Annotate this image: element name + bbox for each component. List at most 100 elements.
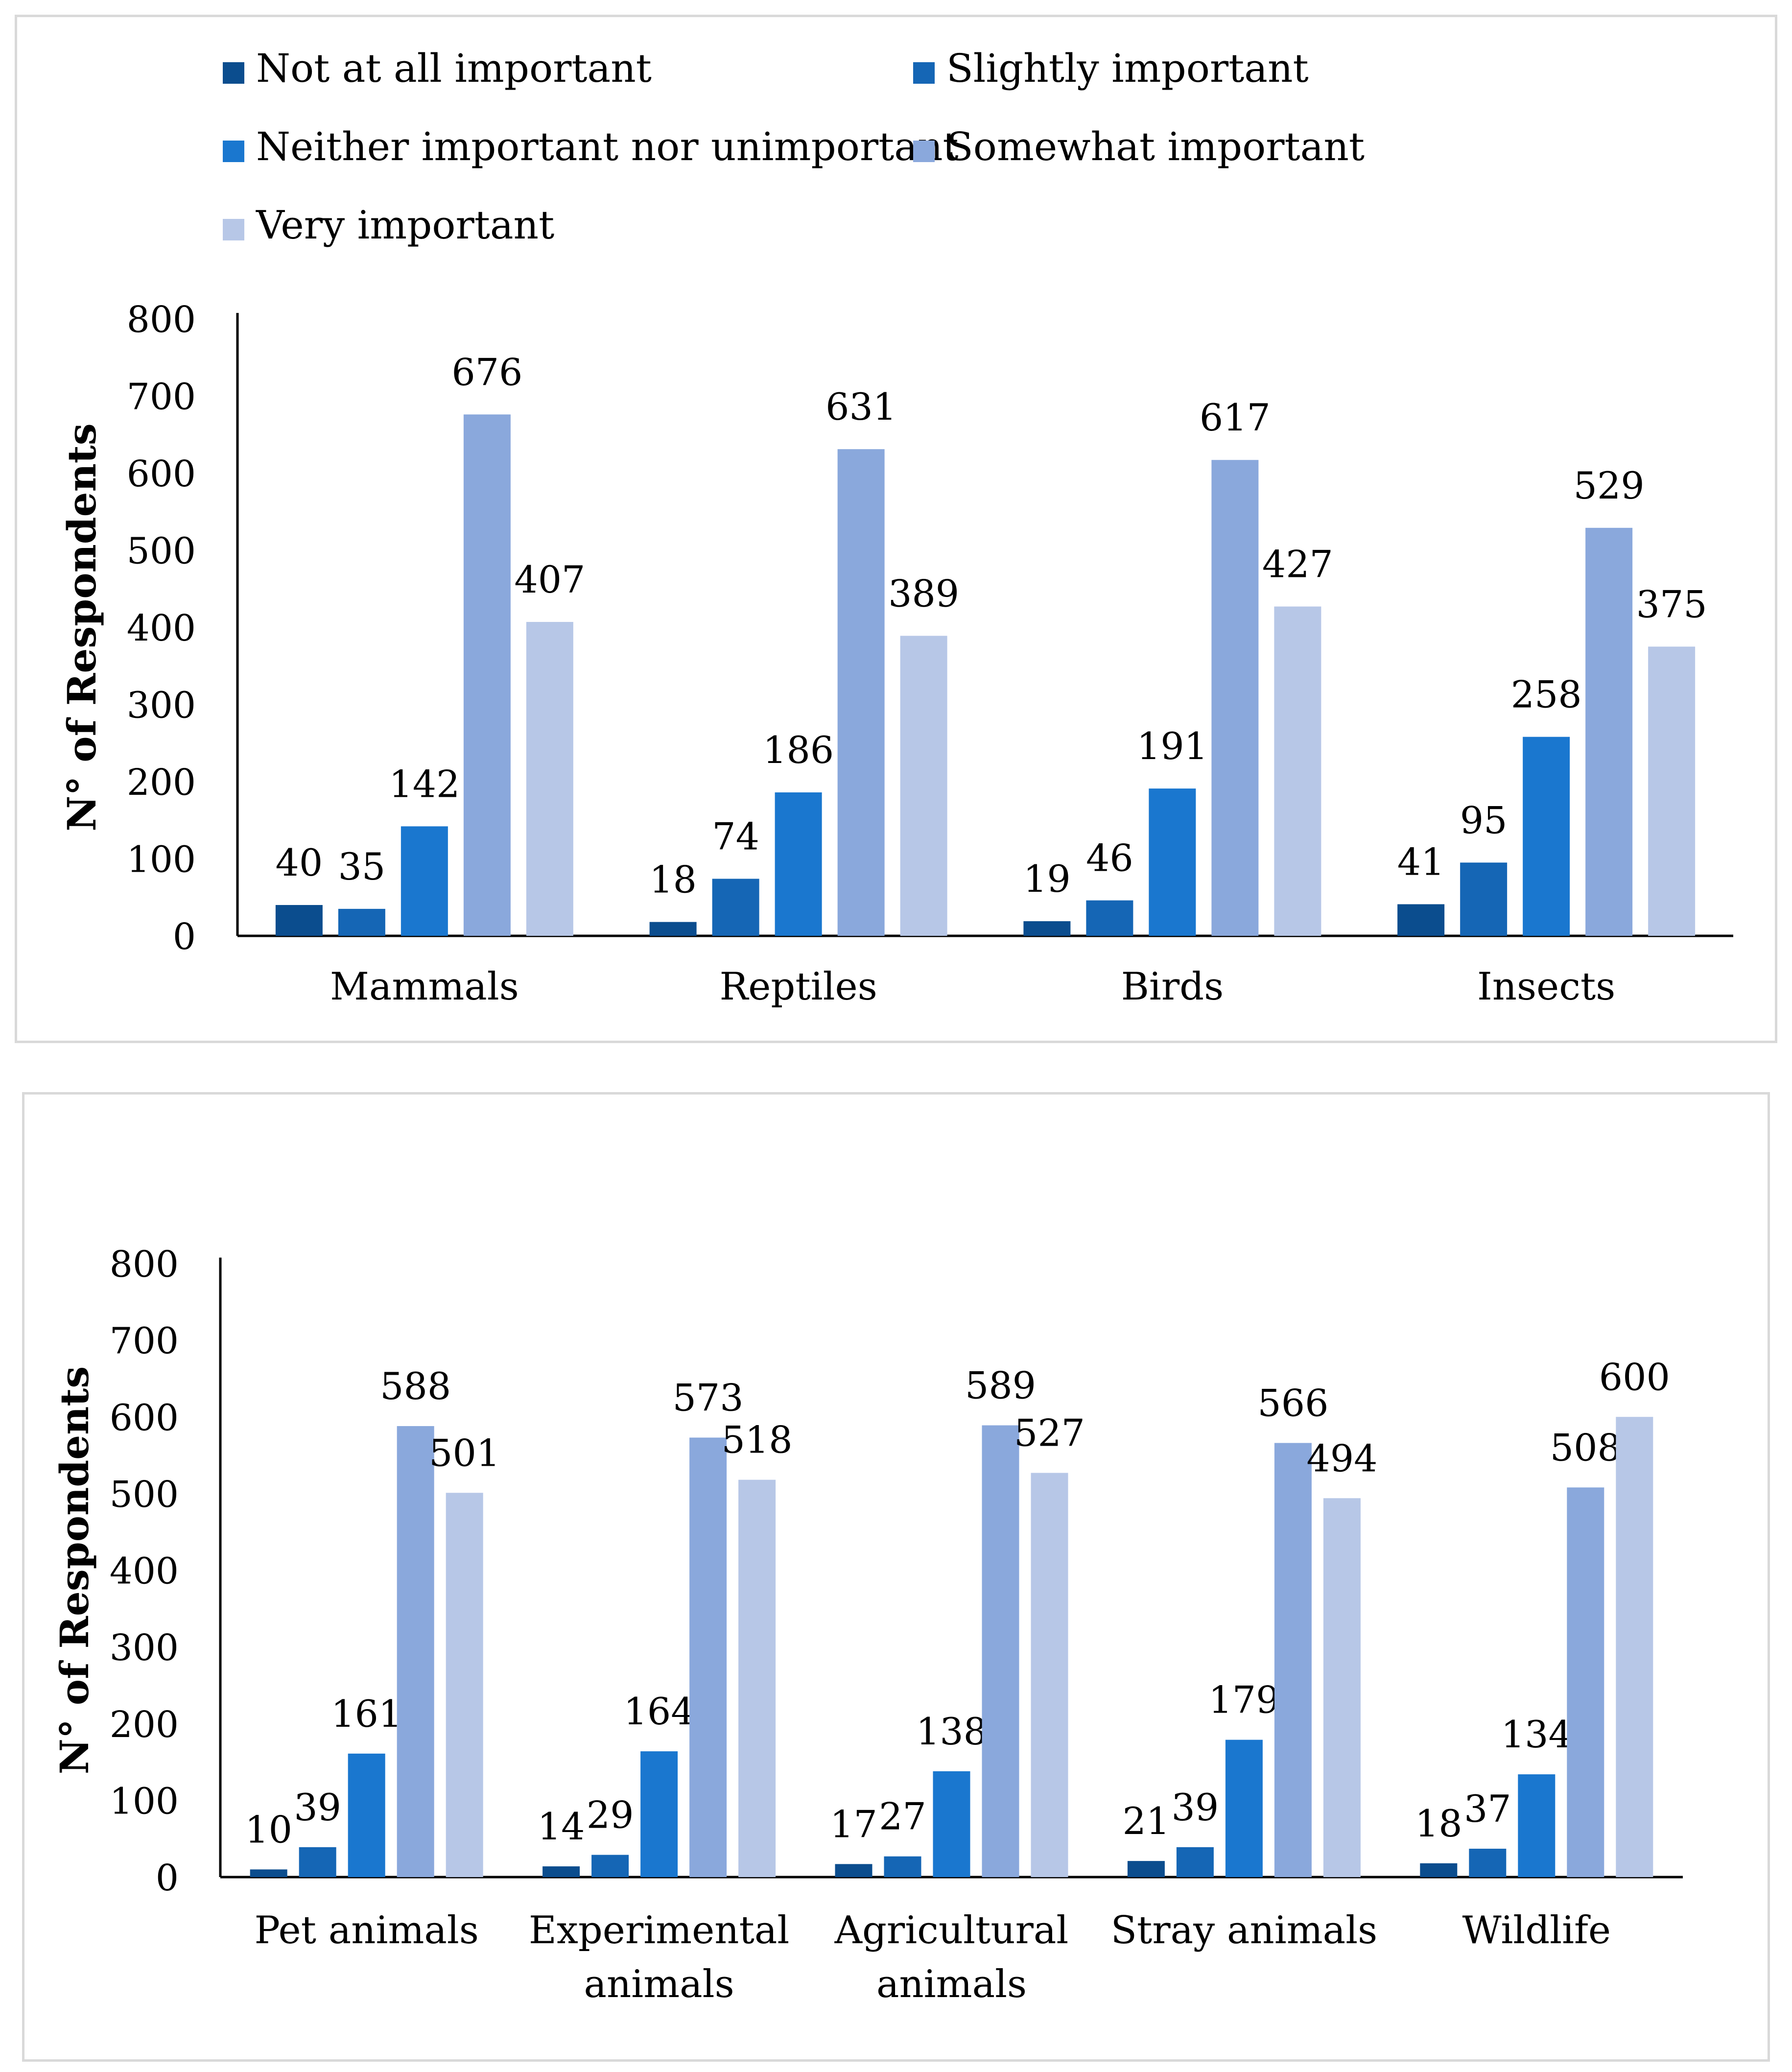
- bar-4-1: [900, 636, 947, 936]
- bar-0-3: [1397, 904, 1445, 936]
- x-tick-label-2-0: Agricultural: [834, 1908, 1069, 1953]
- legend-swatch-0: [223, 62, 244, 84]
- legend-swatch-2: [223, 141, 244, 162]
- bar-1-3: [1460, 862, 1508, 936]
- y-tick-label: 700: [127, 376, 196, 418]
- bar-2-1: [775, 792, 822, 936]
- y-axis-title: N° of Respondents: [59, 423, 105, 831]
- bar-0-0: [275, 905, 323, 936]
- chart-panel-taxa: Not at all important Slightly important Ne…: [15, 15, 1777, 1043]
- data-label-1-2: 46: [1086, 836, 1133, 880]
- bar-4-2: [1274, 606, 1321, 936]
- x-tick-label-0-0: Mammals: [330, 965, 519, 1009]
- data-label-2-2: 138: [916, 1710, 987, 1753]
- bar-3-2: [1211, 460, 1259, 936]
- bar-4-1: [738, 1479, 776, 1877]
- bar-4-4: [1616, 1417, 1653, 1877]
- bar-0-0: [250, 1869, 287, 1877]
- data-label-0-2: 17: [830, 1802, 877, 1846]
- data-label-3-0: 676: [451, 350, 522, 394]
- data-label-1-3: 39: [1172, 1786, 1219, 1829]
- bar-3-4: [1567, 1487, 1604, 1877]
- x-tick-label-2-1: animals: [876, 1962, 1027, 2006]
- chart-panel-animal-groups: 0 100 200 300 400 500 600 700 800 N° of Responden…: [22, 1092, 1770, 2062]
- y-tick-label: 800: [110, 1243, 179, 1286]
- data-label-0-3: 21: [1123, 1799, 1170, 1843]
- y-tick-label: 600: [110, 1397, 179, 1439]
- bar-4-0: [526, 621, 573, 936]
- bar-2-1: [640, 1751, 678, 1877]
- y-tick-label: 400: [127, 607, 196, 649]
- x-tick-label-4-0: Wildlife: [1462, 1908, 1611, 1953]
- legend-label-4: Very important: [256, 202, 554, 248]
- bar-4-3: [1323, 1498, 1361, 1877]
- data-label-2-1: 186: [763, 728, 834, 772]
- x-tick-label-0-0: Pet animals: [254, 1908, 478, 1953]
- legend-label-1: Slightly important: [946, 46, 1309, 91]
- bar-2-0: [401, 826, 448, 936]
- data-label-3-2: 589: [965, 1363, 1036, 1407]
- data-label-1-4: 37: [1464, 1787, 1511, 1831]
- data-label-0-0: 10: [245, 1808, 292, 1851]
- data-label-2-4: 134: [1501, 1713, 1572, 1756]
- y-tick-label: 300: [127, 685, 196, 727]
- bar-2-3: [1225, 1739, 1263, 1877]
- y-tick-label: 100: [127, 839, 196, 881]
- data-label-2-3: 179: [1208, 1678, 1279, 1722]
- bar-1-2: [884, 1856, 921, 1877]
- bar-1-4: [1469, 1849, 1507, 1877]
- data-label-2-0: 142: [389, 762, 460, 806]
- y-tick-label: 300: [110, 1627, 179, 1669]
- x-tick-label-3-0: Insects: [1477, 965, 1615, 1009]
- bar-3-3: [1274, 1443, 1312, 1877]
- data-label-1-0: 35: [338, 845, 386, 888]
- bar-3-1: [689, 1437, 727, 1877]
- data-label-4-2: 527: [1014, 1411, 1085, 1455]
- legend-label-0: Not at all important: [256, 46, 652, 91]
- y-tick-label: 400: [110, 1550, 179, 1593]
- data-label-3-3: 529: [1574, 464, 1645, 507]
- bar-0-2: [1023, 921, 1071, 936]
- data-label-4-3: 494: [1306, 1436, 1377, 1480]
- bar-2-4: [1518, 1774, 1556, 1877]
- data-label-3-1: 631: [825, 385, 896, 429]
- y-tick-label: 0: [173, 916, 196, 958]
- data-label-4-3: 375: [1636, 582, 1707, 626]
- bar-1-0: [299, 1847, 336, 1877]
- bar-1-1: [591, 1855, 629, 1877]
- data-label-1-0: 39: [294, 1786, 341, 1829]
- bar-chart-taxa: Not at all important Slightly important Ne…: [59, 46, 1733, 1009]
- y-axis-title: N° of Respondents: [51, 1366, 97, 1774]
- data-label-3-4: 508: [1550, 1426, 1621, 1469]
- bar-chart-animal-groups: 0 100 200 300 400 500 600 700 800 N° of Responden…: [51, 1243, 1683, 2006]
- bar-2-2: [1149, 788, 1196, 936]
- bar-4-2: [1031, 1473, 1068, 1877]
- data-label-0-1: 14: [538, 1805, 585, 1848]
- data-label-2-0: 161: [331, 1692, 402, 1736]
- bar-3-0: [463, 414, 511, 936]
- y-tick-label: 800: [127, 299, 196, 341]
- bar-3-1: [837, 449, 885, 936]
- data-label-1-1: 29: [587, 1793, 634, 1837]
- y-tick-label: 500: [127, 530, 196, 572]
- bar-1-1: [712, 879, 759, 936]
- legend-swatch-1: [913, 62, 935, 84]
- data-label-4-2: 427: [1262, 542, 1333, 586]
- bar-2-3: [1523, 737, 1570, 936]
- x-tick-label-1-0: Experimental: [529, 1908, 789, 1953]
- bar-3-3: [1585, 527, 1633, 936]
- y-tick-label: 700: [110, 1320, 179, 1362]
- x-tick-label-1-1: animals: [584, 1962, 734, 2006]
- data-label-0-1: 18: [649, 858, 697, 902]
- data-label-2-1: 164: [624, 1690, 695, 1733]
- data-label-4-4: 600: [1599, 1355, 1670, 1399]
- bar-2-2: [933, 1771, 970, 1877]
- y-tick-label: 0: [156, 1857, 179, 1899]
- bar-1-0: [338, 908, 385, 936]
- bar-0-2: [835, 1864, 872, 1877]
- data-label-3-1: 573: [673, 1376, 744, 1420]
- y-tick-label: 600: [127, 453, 196, 495]
- legend-swatch-3: [913, 141, 935, 162]
- bar-0-4: [1420, 1863, 1458, 1877]
- bar-2-0: [348, 1753, 385, 1877]
